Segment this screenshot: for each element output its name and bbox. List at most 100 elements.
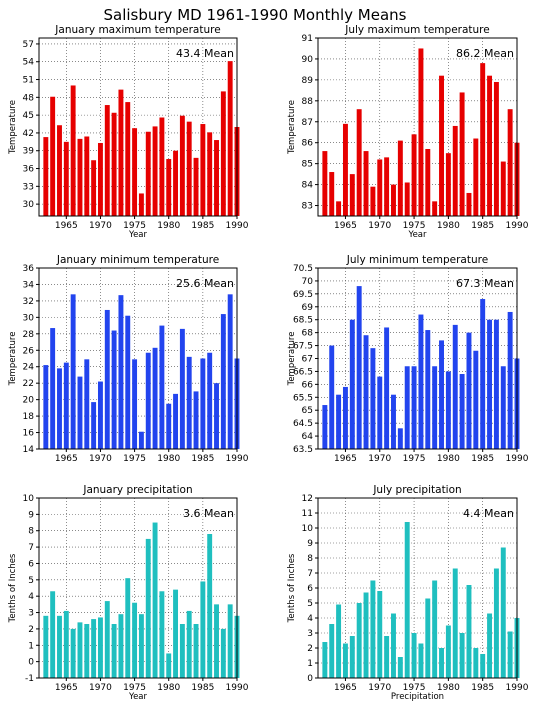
y-tick-label: 48 — [23, 93, 35, 103]
y-tick-label: 9 — [307, 539, 313, 549]
y-tick-label: 51 — [23, 76, 34, 86]
bar-1964 — [57, 125, 62, 216]
bar-1969 — [370, 186, 376, 216]
y-tick-label: 22 — [23, 379, 34, 389]
bar-1970 — [377, 159, 383, 216]
y-tick-label: 16 — [23, 429, 35, 439]
bar-1971 — [384, 636, 390, 678]
bar-1966 — [349, 174, 355, 216]
bar-1989 — [227, 294, 233, 449]
bar-1979 — [439, 75, 444, 216]
y-tick-label: 2 — [307, 644, 313, 654]
bar-1970 — [97, 617, 103, 678]
bar-1980 — [166, 653, 172, 678]
y-tick-label: 10 — [302, 524, 314, 534]
bar-1964 — [57, 615, 62, 678]
x-tick-label: 1985 — [471, 221, 494, 231]
bar-1962 — [322, 405, 328, 449]
x-tick-label: 1980 — [437, 221, 460, 231]
bar-1984 — [473, 648, 479, 678]
bar-1975 — [132, 602, 138, 678]
bar-1973 — [397, 657, 403, 678]
y-tick-label: 85 — [302, 160, 313, 170]
y-tick-label: 3 — [28, 609, 34, 619]
y-tick-label: 64 — [302, 432, 314, 442]
bar-1983 — [466, 192, 472, 216]
x-tick-label: 1990 — [506, 683, 529, 693]
bar-1977 — [425, 330, 431, 449]
bar-1973 — [118, 295, 124, 449]
y-tick-label: 89 — [302, 76, 314, 86]
bar-1988 — [220, 314, 226, 449]
bar-1985 — [200, 581, 206, 678]
bar-1969 — [370, 580, 376, 678]
y-tick-label: 8 — [28, 527, 34, 537]
bar-1981 — [173, 589, 179, 678]
x-tick-label: 1975 — [123, 221, 146, 231]
bar-1983 — [466, 585, 472, 678]
x-tick-label: 1985 — [471, 454, 494, 464]
bar-1977 — [145, 538, 151, 678]
bar-1965 — [63, 610, 69, 678]
y-tick-label: -1 — [25, 674, 34, 684]
bar-1974 — [404, 522, 410, 678]
mean-annotation: 86.2 Mean — [456, 47, 514, 60]
bar-1981 — [173, 393, 179, 449]
bar-1979 — [159, 325, 165, 449]
y-tick-label: 7 — [307, 569, 313, 579]
bar-1967 — [356, 286, 362, 449]
bar-1963 — [50, 591, 56, 678]
bar-1987 — [214, 604, 219, 678]
y-tick-label: 68 — [302, 329, 314, 339]
x-tick-label: 1980 — [157, 454, 180, 464]
y-axis-label: Temperature — [287, 100, 297, 155]
bar-1986 — [487, 319, 493, 449]
y-tick-label: 2 — [28, 625, 34, 635]
bar-1989 — [507, 631, 513, 678]
panel-title: July precipitation — [372, 484, 461, 496]
panel-4: July minimum temperature 63.5 64 64.5 65 65.5… — [287, 254, 529, 464]
x-tick-label: 1975 — [403, 221, 426, 231]
x-tick-label: 1970 — [89, 221, 112, 231]
plot-frame — [38, 497, 238, 679]
y-tick-label: 91 — [302, 34, 313, 44]
bar-1964 — [336, 201, 342, 216]
bar-1972 — [391, 613, 396, 678]
y-tick-label: 63.5 — [293, 445, 313, 455]
y-tick-label: 84 — [302, 181, 314, 191]
bar-1981 — [452, 324, 458, 449]
x-tick-label: 1975 — [123, 454, 146, 464]
bar-1972 — [391, 394, 396, 449]
bar-1973 — [397, 428, 403, 449]
bar-1963 — [50, 328, 56, 449]
bar-1963 — [329, 172, 335, 216]
bar-1988 — [220, 628, 226, 678]
x-axis-label: Year — [128, 692, 148, 702]
y-tick-label: 88 — [302, 97, 314, 107]
y-tick-label: 68.5 — [293, 316, 313, 326]
x-tick-label: 1970 — [89, 683, 112, 693]
bar-1985 — [480, 299, 486, 449]
x-tick-label: 1985 — [191, 454, 214, 464]
bar-1968 — [84, 624, 90, 678]
y-tick-label: 86 — [302, 139, 314, 149]
y-axis-label: Temperature — [8, 332, 18, 387]
y-tick-label: 39 — [23, 147, 35, 157]
bar-1975 — [411, 366, 417, 449]
bar-1988 — [500, 161, 506, 216]
bar-1985 — [200, 358, 206, 449]
bar-1965 — [63, 141, 69, 216]
y-tick-label: 69 — [302, 303, 314, 313]
bar-1987 — [214, 383, 219, 449]
x-tick-label: 1970 — [368, 221, 391, 231]
y-tick-label: 87 — [302, 118, 313, 128]
bar-1979 — [439, 648, 444, 678]
y-tick-label: 1 — [28, 641, 34, 651]
y-tick-label: 11 — [302, 509, 313, 519]
bar-1985 — [200, 124, 206, 216]
bar-1962 — [43, 137, 49, 216]
y-tick-label: 9 — [28, 510, 34, 520]
x-tick-label: 1990 — [226, 683, 249, 693]
bar-1983 — [186, 356, 192, 449]
y-tick-label: 26 — [23, 346, 35, 356]
